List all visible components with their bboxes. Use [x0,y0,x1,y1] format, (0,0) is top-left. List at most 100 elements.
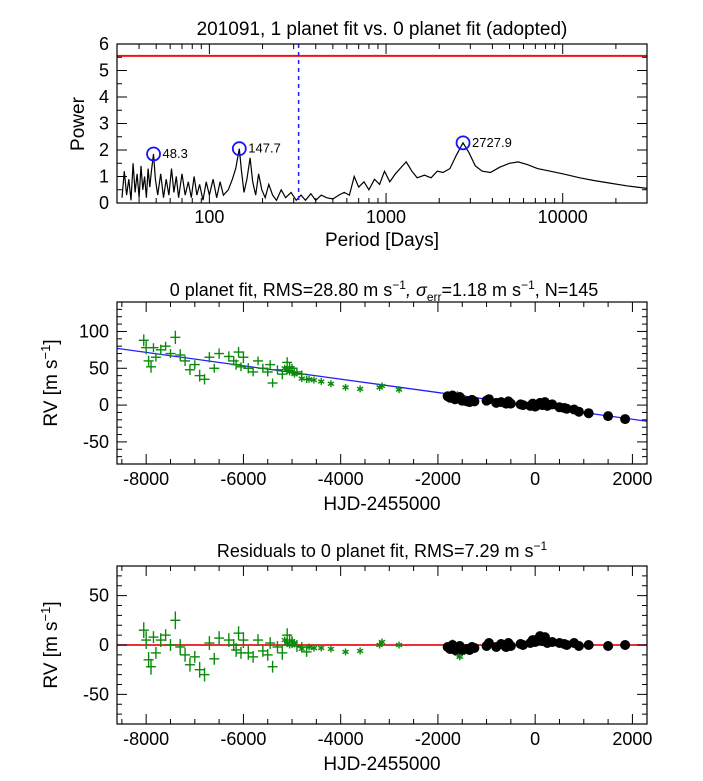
y-axis-label: RV [m s−1] [38,339,62,426]
y-tick-label: 50 [89,586,109,606]
x-tick-label: 10000 [538,207,588,227]
rv-point-old [180,355,191,367]
rv-point-mid [317,378,325,386]
rv-point-old [265,637,276,649]
rv-point-old [175,639,186,655]
x-tick-label: -2000 [415,469,461,489]
rv-point-mid [356,647,364,655]
star-arm [456,654,464,660]
peak-label: 48.3 [163,146,188,161]
rv-title-part: err [427,290,442,304]
rv-point-old [272,641,283,653]
y-tick-label: 0 [99,395,109,415]
rv-point-old [253,634,264,646]
rv-point-new [469,396,480,407]
star-arm [305,376,313,382]
y-tick-label: 50 [89,358,109,378]
star-arm [327,381,335,387]
rv-point-old [277,645,288,660]
rv-point-new [469,642,480,653]
rv-point-mid [310,376,318,384]
rv-point-old [148,631,159,644]
rv-point-old [143,651,154,668]
periodogram-xlabel: Period [Days] [325,230,439,251]
star-arm [376,642,383,648]
star-arm [305,644,313,650]
rv-point-old [262,367,273,377]
rv-point-new [518,400,529,411]
x-tick-label: -8000 [123,729,169,749]
y-tick-label: -50 [83,684,109,704]
rv-point-old [267,660,278,673]
y-tick-label: 0 [99,635,109,655]
rv-point-old [175,349,186,361]
y-axis-label-sup: −1 [38,607,53,622]
star-arm [378,639,386,645]
periodogram-panel: 201091, 1 planet fit vs. 0 planet fit (a… [68,19,648,251]
rv-point-mid [291,370,298,378]
rv-point-old [148,343,159,353]
rv-point-old [272,365,283,375]
rv-point-old [180,647,191,662]
star-arm [356,386,364,392]
periodogram-ylabel: Power [68,96,89,151]
y-tick-label: 2 [99,140,109,160]
star-arm [317,379,325,384]
rv-point-old [257,363,268,373]
y-tick-label: 5 [99,61,109,81]
rv-title-part: −1 [392,278,406,292]
peak-label: 2727.9 [472,135,512,150]
rv-point-old [233,626,244,641]
rv-point-old [277,369,288,380]
star-arm [310,645,318,651]
star-arm [342,385,349,390]
rv-point-old [165,349,176,358]
rv-point-old [165,639,176,651]
x-tick-label: -4000 [318,729,364,749]
y-axis-label: RV [m s−1] [38,601,62,688]
x-tick-label: 100 [194,207,224,227]
star-arm [298,376,306,381]
rv-point-new [583,408,594,419]
x-tick-label: -6000 [220,729,266,749]
rv-point-new [573,406,584,417]
x-tick-label: 0 [530,469,540,489]
rv-point-new [620,414,631,425]
y-axis-label-text: RV [m s [41,359,62,426]
residuals-title-text: Residuals to 0 planet fit, RMS=7.29 m s [217,541,534,561]
rv-point-old [189,650,200,663]
rv-point-old [141,631,152,649]
y-axis-label-end: ] [41,339,62,344]
rv-point-mid [395,386,403,394]
x-axis-label: HJD-2455000 [323,754,440,775]
y-axis-label-sup: −1 [38,345,53,360]
rv-point-old [214,348,225,359]
rv-point-old [248,650,259,663]
rv-point-old [228,639,239,651]
x-tick-label: -6000 [220,469,266,489]
rv-point-new [573,640,584,651]
rv-point-mid [317,644,325,652]
rv-point-old [267,378,278,388]
x-tick-label: 2000 [612,729,652,749]
rv-point-old [199,374,210,385]
rv-point-old [150,352,161,362]
peak-circle [231,141,247,157]
rv-point-new [583,640,594,650]
rv-point-old [170,330,181,344]
star-arm [291,641,298,647]
rv-point-old [253,356,264,366]
rv-point-old [223,351,234,362]
rv-point-mid [305,643,313,651]
rv-point-old [160,341,171,351]
rv-point-old [209,652,220,665]
y-tick-label: 4 [99,87,109,107]
star-arm [342,649,349,655]
rv-point-mid [327,380,335,388]
star-arm [356,648,364,654]
rv-point-mid [395,641,403,649]
periodogram-curve [121,141,648,202]
peak-label: 147.7 [248,141,281,156]
rv-title-part: , σ [406,280,428,300]
